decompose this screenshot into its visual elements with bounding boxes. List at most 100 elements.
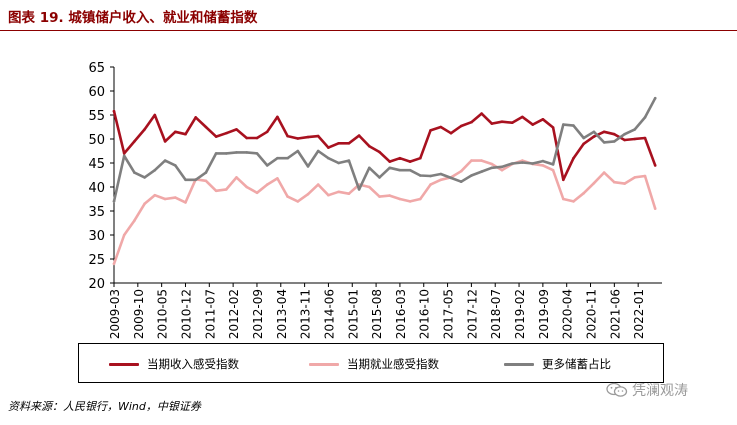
series-2-point (388, 166, 392, 170)
series-1-point (347, 192, 351, 195)
series-0-point (562, 178, 565, 182)
series-1-point (296, 200, 300, 203)
series-2-point (153, 168, 157, 172)
series-0-point (276, 115, 279, 119)
series-2-point (613, 140, 616, 143)
x-tick-label: 2013-11 (299, 289, 313, 339)
series-2-point (643, 116, 647, 119)
series-0-point (459, 124, 463, 128)
series-0-point (133, 140, 136, 143)
y-tick-label: 30 (88, 229, 105, 244)
series-0-point (194, 116, 197, 119)
series-0-point (521, 115, 524, 119)
series-2-point (143, 176, 146, 179)
series-2-point (133, 171, 136, 174)
x-tick-label: 2019-02 (513, 289, 527, 339)
figure-title: 图表 19. 城镇储户收入、就业和储蓄指数 (8, 10, 258, 26)
series-2-point (408, 168, 412, 172)
series-1-point (521, 159, 524, 162)
series-1-point (378, 195, 381, 198)
series-0-point (531, 123, 534, 126)
series-2-point (439, 172, 443, 176)
series-2-point (480, 170, 483, 173)
series-2-point (490, 166, 494, 170)
y-tick-label: 25 (88, 253, 105, 268)
series-1-point (480, 159, 483, 162)
series-1-point (398, 197, 402, 201)
series-0-point (470, 120, 473, 124)
series-1-point (470, 159, 473, 162)
legend-swatch-savings (504, 362, 534, 366)
series-1-point (653, 207, 657, 210)
series-2-point (235, 151, 238, 154)
series-1-point (255, 191, 259, 195)
series-2-point (357, 188, 361, 191)
x-tick-label: 2015-08 (370, 289, 384, 339)
series-2-point (572, 124, 575, 127)
legend-swatch-employment (309, 362, 339, 366)
series-2-point (255, 152, 259, 155)
x-tick-label: 2020-04 (561, 289, 575, 339)
series-1-point (613, 180, 616, 184)
series-2-point (378, 176, 381, 179)
y-tick-label: 55 (88, 109, 105, 124)
series-0-point (572, 156, 575, 160)
series-line-1 (112, 159, 657, 266)
series-2-point (286, 156, 289, 160)
watermark-text: 凭澜观涛 (632, 383, 688, 399)
series-0-point (510, 121, 514, 124)
series-0-point (429, 129, 432, 132)
series-1-point (551, 168, 555, 172)
series-1-point (572, 200, 575, 203)
series-0-point (327, 146, 330, 149)
series-0-point (286, 134, 289, 138)
legend-item-employment: 当期就业感受指数 (309, 356, 439, 372)
source-note: 资料来源：人民银行，Wind，中银证券 (8, 400, 201, 413)
x-tick-label: 2013-04 (275, 289, 289, 339)
series-2-point (500, 165, 504, 169)
series-1-point (214, 189, 218, 193)
series-2-point (470, 174, 473, 177)
series-2-point (327, 156, 330, 160)
series-1-point (163, 197, 167, 201)
series-1-point (286, 195, 289, 198)
series-1-point (133, 219, 136, 222)
y-tick-label: 40 (88, 181, 105, 196)
series-2-point (245, 151, 248, 154)
y-tick-label: 20 (88, 277, 105, 292)
series-1-point (235, 176, 238, 179)
y-tick-label: 65 (88, 61, 105, 76)
series-0-point (337, 142, 340, 145)
series-1-point (143, 202, 146, 206)
series-1-point (490, 162, 494, 166)
x-tick-label: 2014-06 (322, 289, 336, 339)
series-0-point (368, 144, 371, 148)
series-1-point (633, 176, 637, 179)
series-0-point (174, 130, 177, 134)
series-2-point (429, 174, 432, 178)
series-2-point (521, 161, 524, 164)
series-0-point (347, 142, 351, 145)
legend-label-employment: 当期就业感受指数 (347, 357, 439, 371)
x-tick-label: 2017-12 (465, 289, 479, 339)
legend-swatch-income (109, 362, 139, 366)
wechat-icon (606, 382, 628, 397)
series-2-point (419, 174, 422, 177)
series-0-point (153, 113, 157, 117)
series-1-point (419, 197, 422, 201)
series-2-point (225, 152, 228, 155)
series-1-point (174, 196, 177, 199)
series-2-point (214, 152, 218, 155)
series-2-point (316, 149, 320, 153)
series-2-point (562, 123, 565, 126)
series-0-point (235, 128, 238, 131)
x-tick-label: 2016-10 (418, 289, 432, 339)
series-1-point (592, 181, 596, 185)
series-1-point (582, 191, 585, 195)
series-1-point (337, 190, 340, 194)
series-0-point (419, 156, 422, 160)
series-1-point (439, 178, 443, 182)
series-2-point (602, 141, 606, 144)
series-0-point (316, 134, 320, 138)
series-0-point (551, 126, 555, 129)
